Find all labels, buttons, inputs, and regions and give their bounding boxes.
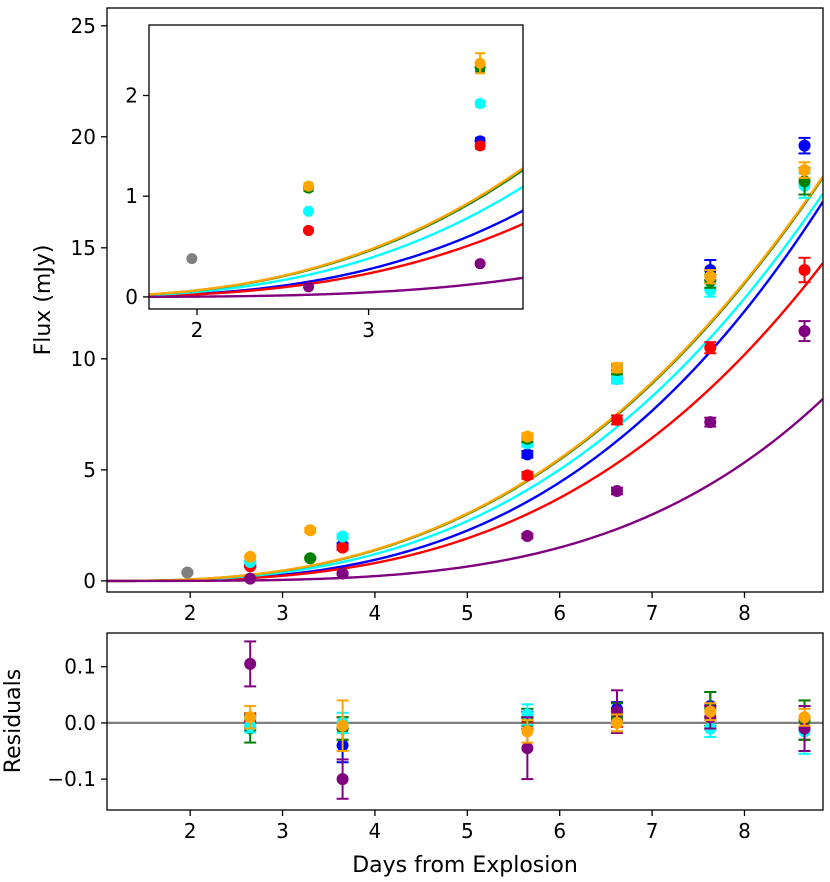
main-data-point xyxy=(704,341,717,354)
main-x-tick-label: 6 xyxy=(553,601,566,625)
residuals-x-tick-label: 7 xyxy=(646,819,659,843)
residuals-axes-frame xyxy=(106,632,824,811)
main-data-point xyxy=(521,469,534,482)
main-data-point xyxy=(304,524,317,537)
main-fit-curve-1 xyxy=(107,262,823,583)
main-y-tick-label: 0 xyxy=(83,569,96,593)
main-data-point xyxy=(181,566,194,579)
residuals-x-tick-label: 6 xyxy=(553,819,566,843)
inset-background xyxy=(149,25,523,309)
main-data-point xyxy=(798,164,811,177)
main-data-point xyxy=(304,552,317,565)
residuals-x-tick-label: 5 xyxy=(461,819,474,843)
inset-fit-curve-1 xyxy=(149,222,523,298)
main-y-axis-label: Flux (mJy) xyxy=(31,245,56,356)
main-x-tick-label: 2 xyxy=(184,601,197,625)
inset-panel: 2 3 0 1 2 xyxy=(125,24,524,342)
residuals-y-tick-label: 0.1 xyxy=(64,655,96,679)
main-data-point xyxy=(798,139,811,152)
main-data-point xyxy=(521,530,534,543)
inset-data-point xyxy=(474,57,486,69)
inset-x-tick-label: 2 xyxy=(191,318,204,342)
residuals-data-point xyxy=(336,719,349,732)
inset-fit-curve-4 xyxy=(149,167,523,296)
main-data-point xyxy=(336,530,349,543)
main-y-tick-label: 5 xyxy=(83,458,96,482)
main-fit-curve-4 xyxy=(107,175,823,583)
inset-data-point xyxy=(474,258,486,270)
main-data-point xyxy=(610,372,623,385)
inset-ticks: 2 3 0 1 2 xyxy=(125,83,375,342)
inset-marks xyxy=(149,52,523,299)
main-marks xyxy=(107,136,823,585)
main-x-tick-label: 8 xyxy=(738,601,751,625)
inset-x-tick-label: 3 xyxy=(362,318,375,342)
residuals-data-point xyxy=(610,716,623,729)
residuals-panel: 2 3 4 5 6 7 8 0.1 0.0 −0.1 Residuals Days from Ex… xyxy=(1,632,824,878)
inset-y-tick-label: 0 xyxy=(125,285,138,309)
main-fit-curve-5 xyxy=(107,398,823,583)
residuals-x-tick-label: 3 xyxy=(276,819,289,843)
main-data-point xyxy=(244,550,257,563)
residuals-x-tick-label: 8 xyxy=(738,819,751,843)
residuals-y-tick-label: 0.0 xyxy=(64,711,96,735)
inset-data-point xyxy=(186,253,198,265)
main-x-tick-label: 5 xyxy=(461,601,474,625)
residual-marks xyxy=(107,640,823,800)
residuals-data-point xyxy=(521,725,534,738)
main-data-point xyxy=(610,361,623,374)
inset-axes-frame xyxy=(148,24,524,310)
main-data-point xyxy=(610,484,623,497)
residuals-y-tick-label: −0.1 xyxy=(47,767,96,791)
main-y-tick-label: 20 xyxy=(71,125,96,149)
inset-data-point xyxy=(474,140,486,152)
residuals-x-tick-label: 2 xyxy=(184,819,197,843)
residuals-data-point xyxy=(244,711,257,724)
main-data-point xyxy=(336,567,349,580)
main-data-point xyxy=(704,416,717,429)
residuals-y-axis-label: Residuals xyxy=(1,669,26,773)
residuals-x-tick-label: 4 xyxy=(369,819,382,843)
inset-fit-curve-5 xyxy=(149,276,523,299)
main-data-point xyxy=(521,448,534,461)
main-y-tick-label: 25 xyxy=(71,14,96,38)
inset-data-point xyxy=(474,98,486,110)
main-x-tick-label: 4 xyxy=(369,601,382,625)
inset-data-point xyxy=(303,224,315,236)
inset-fit-curve-2 xyxy=(149,185,523,297)
main-axes-frame xyxy=(106,7,824,593)
residuals-data-point xyxy=(521,742,534,755)
main-data-point xyxy=(244,572,257,585)
residuals-data-point xyxy=(798,711,811,724)
residuals-data-point xyxy=(704,705,717,718)
main-y-tick-label: 10 xyxy=(71,347,96,371)
main-data-point xyxy=(521,430,534,443)
main-x-tick-label: 3 xyxy=(276,601,289,625)
main-data-point xyxy=(798,264,811,277)
residuals-data-point xyxy=(336,773,349,786)
inset-data-point xyxy=(303,180,315,192)
residual-ticks: 2 3 4 5 6 7 8 0.1 0.0 −0.1 xyxy=(47,655,750,843)
main-y-tick-label: 15 xyxy=(71,236,96,260)
main-data-point xyxy=(704,270,717,283)
inset-data-point xyxy=(303,205,315,217)
residuals-x-axis-label: Days from Explosion xyxy=(352,853,578,878)
inset-data-point xyxy=(303,281,315,293)
residuals-data-point xyxy=(244,657,257,670)
inset-y-tick-label: 2 xyxy=(125,83,138,107)
inset-y-tick-label: 1 xyxy=(125,184,138,208)
main-x-tick-label: 7 xyxy=(646,601,659,625)
main-data-point xyxy=(336,541,349,554)
main-data-point xyxy=(610,413,623,426)
main-data-point xyxy=(798,325,811,338)
